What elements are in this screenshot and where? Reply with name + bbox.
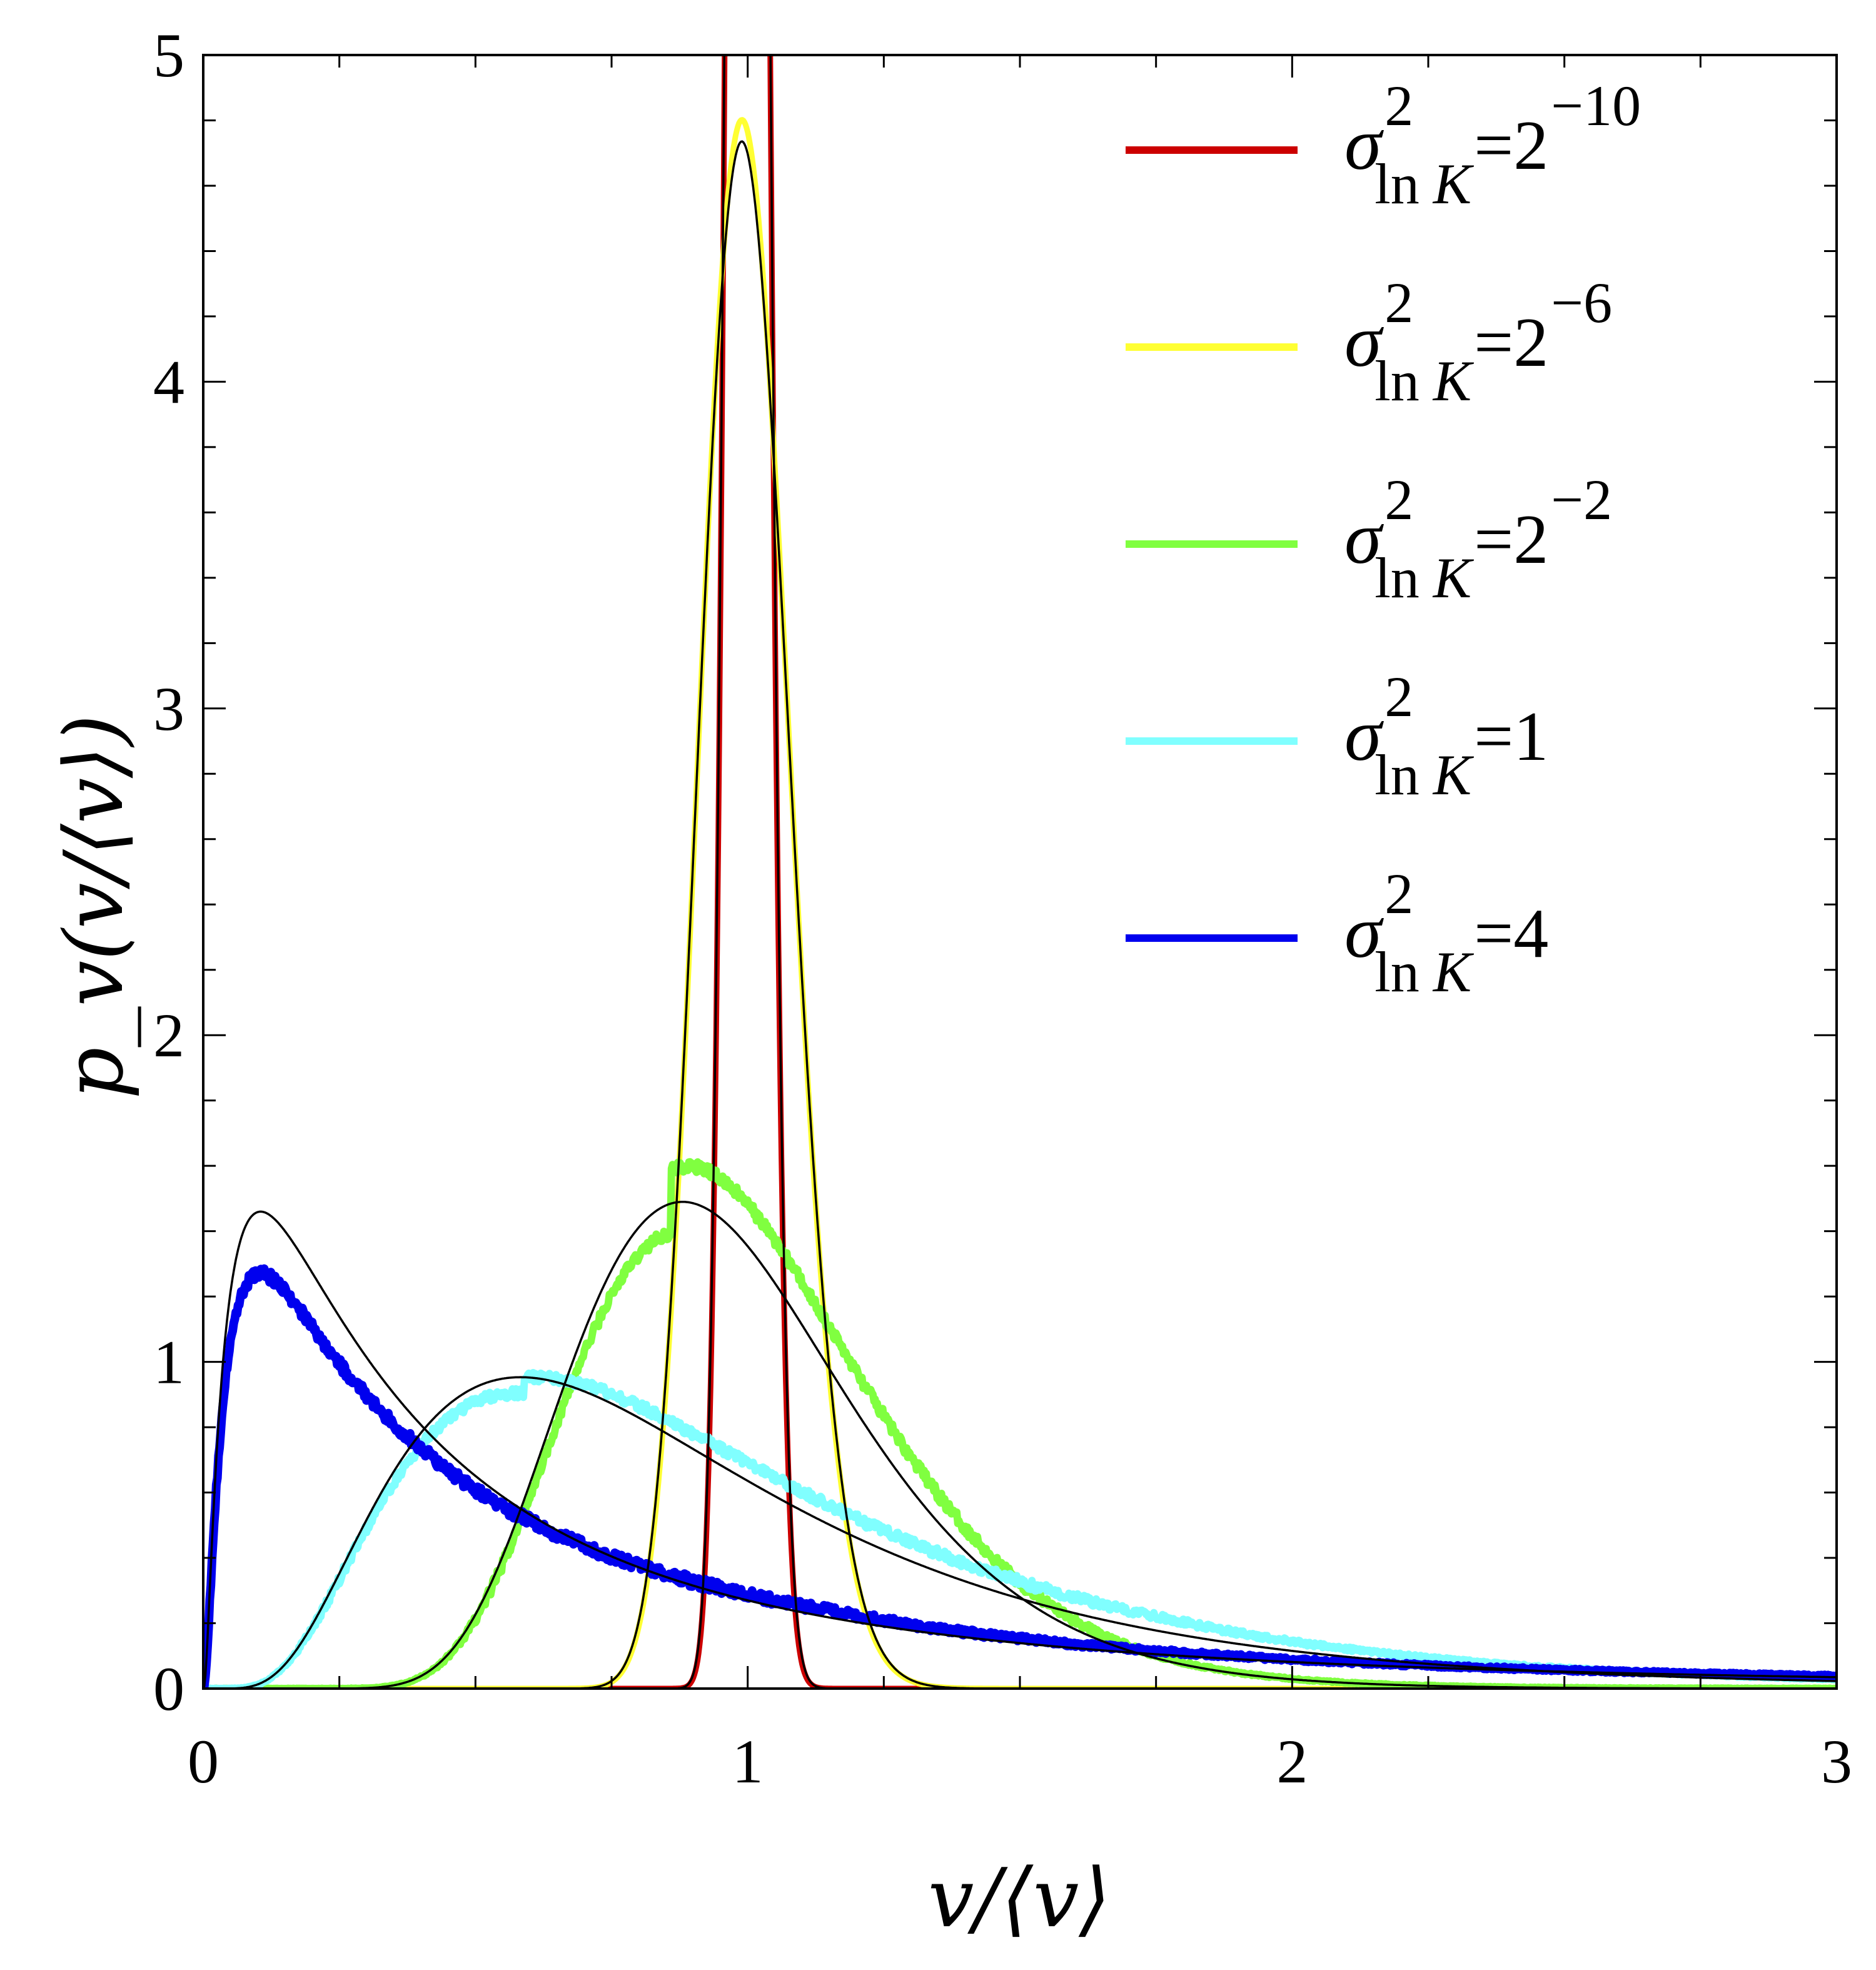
y-tick-label: 4 [153, 347, 184, 417]
legend-label-3: σ2 ln K=2−2 [1344, 468, 1612, 610]
plot-background [203, 55, 1837, 1689]
y-tick-label: 2 [153, 1001, 184, 1070]
x-tick-label: 1 [732, 1727, 764, 1796]
legend-label-4: σ2 ln K=1 [1344, 665, 1548, 807]
legend-label-1: σ2 ln K=2−10 [1344, 74, 1641, 216]
legend-label-5: σ2 ln K=4 [1344, 862, 1548, 1004]
x-tick-label: 3 [1821, 1727, 1852, 1796]
x-tick-label: 2 [1276, 1727, 1308, 1796]
legend: σ2 ln K=2−10 σ2 ln K=2−6 σ2 ln K=2−2 σ2 ln K=1 σ2 ln K… [1126, 74, 1641, 1004]
y-tick-label: 0 [153, 1654, 184, 1724]
y-tick-label: 3 [153, 674, 184, 744]
tick-labels-group: 0 1 2 3 0 1 2 3 4 5 [153, 21, 1852, 1796]
x-axis-title: v/⟨v⟩ [928, 1851, 1111, 1946]
legend-label-2: σ2 ln K=2−6 [1344, 271, 1612, 413]
y-tick-label: 5 [153, 21, 184, 90]
series-5-line [203, 1264, 1837, 1689]
y-tick-label: 1 [153, 1328, 184, 1397]
ticks-group [202, 54, 1838, 1690]
x-tick-label: 0 [188, 1727, 219, 1796]
y-axis-title: p_v(v/⟨v⟩) [46, 714, 141, 1099]
fit-curve-5 [203, 1210, 1837, 1689]
